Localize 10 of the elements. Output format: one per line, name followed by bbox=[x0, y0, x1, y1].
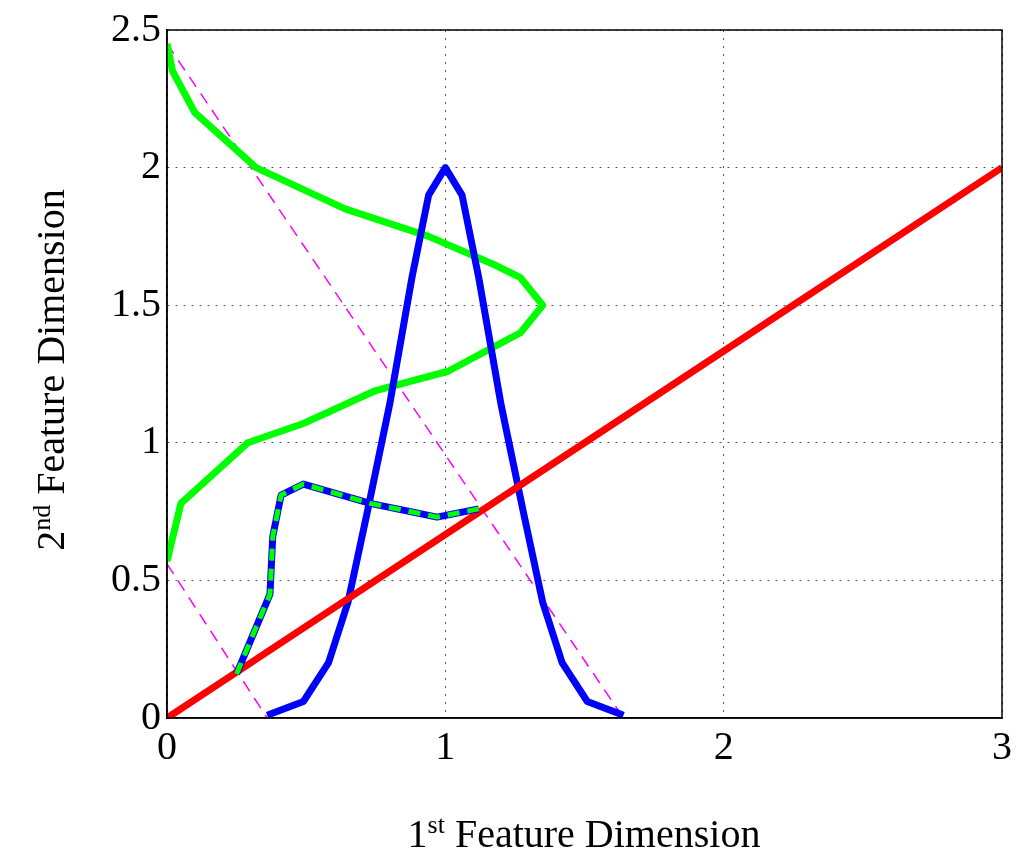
y-tick-label: 0.5 bbox=[111, 554, 161, 600]
x-tick-label: 3 bbox=[992, 722, 1012, 768]
x-axis-title: 1$^{st}$ Feature Dimension bbox=[407, 810, 761, 857]
y-tick-label: 0 bbox=[141, 692, 161, 738]
x-tick-label: 2 bbox=[713, 722, 734, 768]
y-tick-label: 1.5 bbox=[111, 279, 161, 325]
x-tick-label: 1 bbox=[435, 722, 456, 768]
y-tick-label: 2 bbox=[141, 142, 161, 188]
y-tick-label: 1 bbox=[141, 417, 161, 463]
y-tick-label: 2.5 bbox=[111, 4, 161, 50]
